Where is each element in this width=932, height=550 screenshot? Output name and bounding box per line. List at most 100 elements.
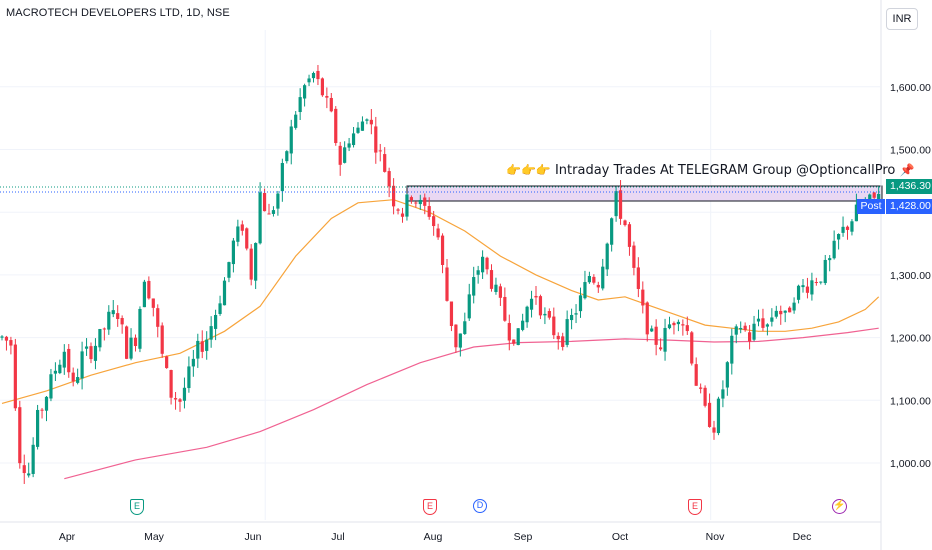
candle-body (449, 301, 454, 326)
candle-body (672, 322, 676, 326)
candle-body (587, 276, 591, 283)
candle-body (49, 374, 53, 399)
candle-body (400, 213, 405, 217)
pointing-hand-icon: 👉👉👉 (506, 163, 551, 177)
candle-body (690, 332, 694, 364)
currency-button[interactable]: INR (886, 8, 918, 30)
candle-body (31, 444, 35, 474)
candle-body (205, 339, 209, 351)
candle-body (472, 277, 476, 296)
candle-body (169, 370, 173, 398)
last-price-tag: 1,436.30 (886, 179, 932, 194)
candle-body (454, 324, 458, 348)
candle-body (187, 366, 191, 389)
candle-body (761, 318, 765, 328)
candle-body (770, 317, 774, 322)
candle-body (156, 308, 160, 327)
x-tick-label: Oct (612, 531, 628, 543)
candle-body (489, 270, 494, 289)
y-tick-label: 1,000.00 (890, 458, 931, 470)
candle-body (343, 147, 347, 163)
ma-short-path (1, 199, 880, 404)
y-axis: 1,000.00 1,100.00 1,200.00 1,300.00 1,500.00… (880, 0, 931, 550)
candle-body (374, 126, 378, 153)
dividend-event-icon[interactable]: D (473, 499, 487, 513)
candle-body (445, 267, 449, 301)
candle-body (365, 119, 369, 121)
candle-body (80, 351, 84, 379)
earnings-event-icon[interactable]: E (688, 499, 702, 515)
candle-body (716, 398, 721, 434)
candle-body (44, 396, 49, 411)
candle-body (409, 197, 413, 201)
candle-body (307, 78, 311, 83)
candle-body (574, 313, 578, 315)
candle-body (13, 344, 17, 409)
candle-body (801, 285, 805, 288)
candle-body (828, 258, 832, 261)
candle-body (521, 320, 525, 330)
annotation-text: Intraday Trades At TELEGRAM Group @Optio… (554, 163, 896, 178)
candle-body (107, 311, 111, 330)
candle-body (605, 243, 609, 270)
candle-body (111, 310, 115, 315)
candle-body (133, 337, 138, 347)
candle-body (249, 248, 253, 280)
candle-body (832, 240, 836, 259)
candle-body (387, 171, 391, 187)
candle-body (725, 362, 729, 388)
candle-body (752, 323, 756, 340)
candle-body (142, 281, 146, 308)
candle-body (405, 194, 409, 217)
candle-body (53, 370, 57, 374)
candle-body (458, 333, 462, 348)
candle-body (165, 356, 169, 369)
candle-body (396, 209, 400, 211)
candle-body (280, 163, 284, 192)
candle-body (182, 387, 187, 401)
candle-body (659, 347, 663, 350)
candle-body (792, 302, 796, 311)
candle-body (418, 199, 422, 205)
candle-body (632, 245, 636, 268)
candle-body (196, 340, 200, 359)
candle-body (525, 306, 529, 323)
candle-body (498, 286, 502, 298)
candle-body (845, 226, 850, 230)
earnings-event-icon[interactable]: E (423, 499, 437, 515)
candle-body (748, 332, 752, 342)
candle-body (440, 235, 445, 265)
x-tick-label: Apr (59, 531, 76, 543)
candle-body (98, 329, 102, 348)
candle-body (734, 326, 738, 335)
candle-body (805, 286, 810, 293)
candle-body (854, 204, 858, 222)
candle-body (378, 150, 382, 152)
candle-body (739, 327, 743, 330)
candle-body (837, 234, 841, 240)
candle-body (610, 218, 614, 245)
candle-body (325, 96, 329, 98)
candle-body (151, 298, 155, 308)
candle-body (810, 280, 814, 295)
candle-body (507, 323, 511, 341)
candle-body (765, 324, 769, 327)
candle-body (338, 145, 342, 165)
candle-body (467, 294, 471, 319)
candle-body (756, 318, 761, 322)
candle-body (614, 191, 618, 217)
candle-body (463, 321, 467, 334)
earnings-event-icon[interactable]: E (130, 499, 144, 515)
candle-body (36, 409, 40, 447)
ma-short-line (1, 199, 880, 404)
candle-body (552, 316, 556, 336)
x-axis: Apr May Jun Jul Aug Sep Oct Nov Dec (0, 521, 881, 543)
candle-body (27, 473, 31, 476)
split-event-icon[interactable]: ⚡ (832, 499, 847, 514)
candle-body (712, 427, 716, 433)
candle-body (547, 310, 551, 318)
resistance-zone (406, 185, 883, 202)
candle-body (774, 310, 778, 317)
candle-body (868, 194, 872, 203)
